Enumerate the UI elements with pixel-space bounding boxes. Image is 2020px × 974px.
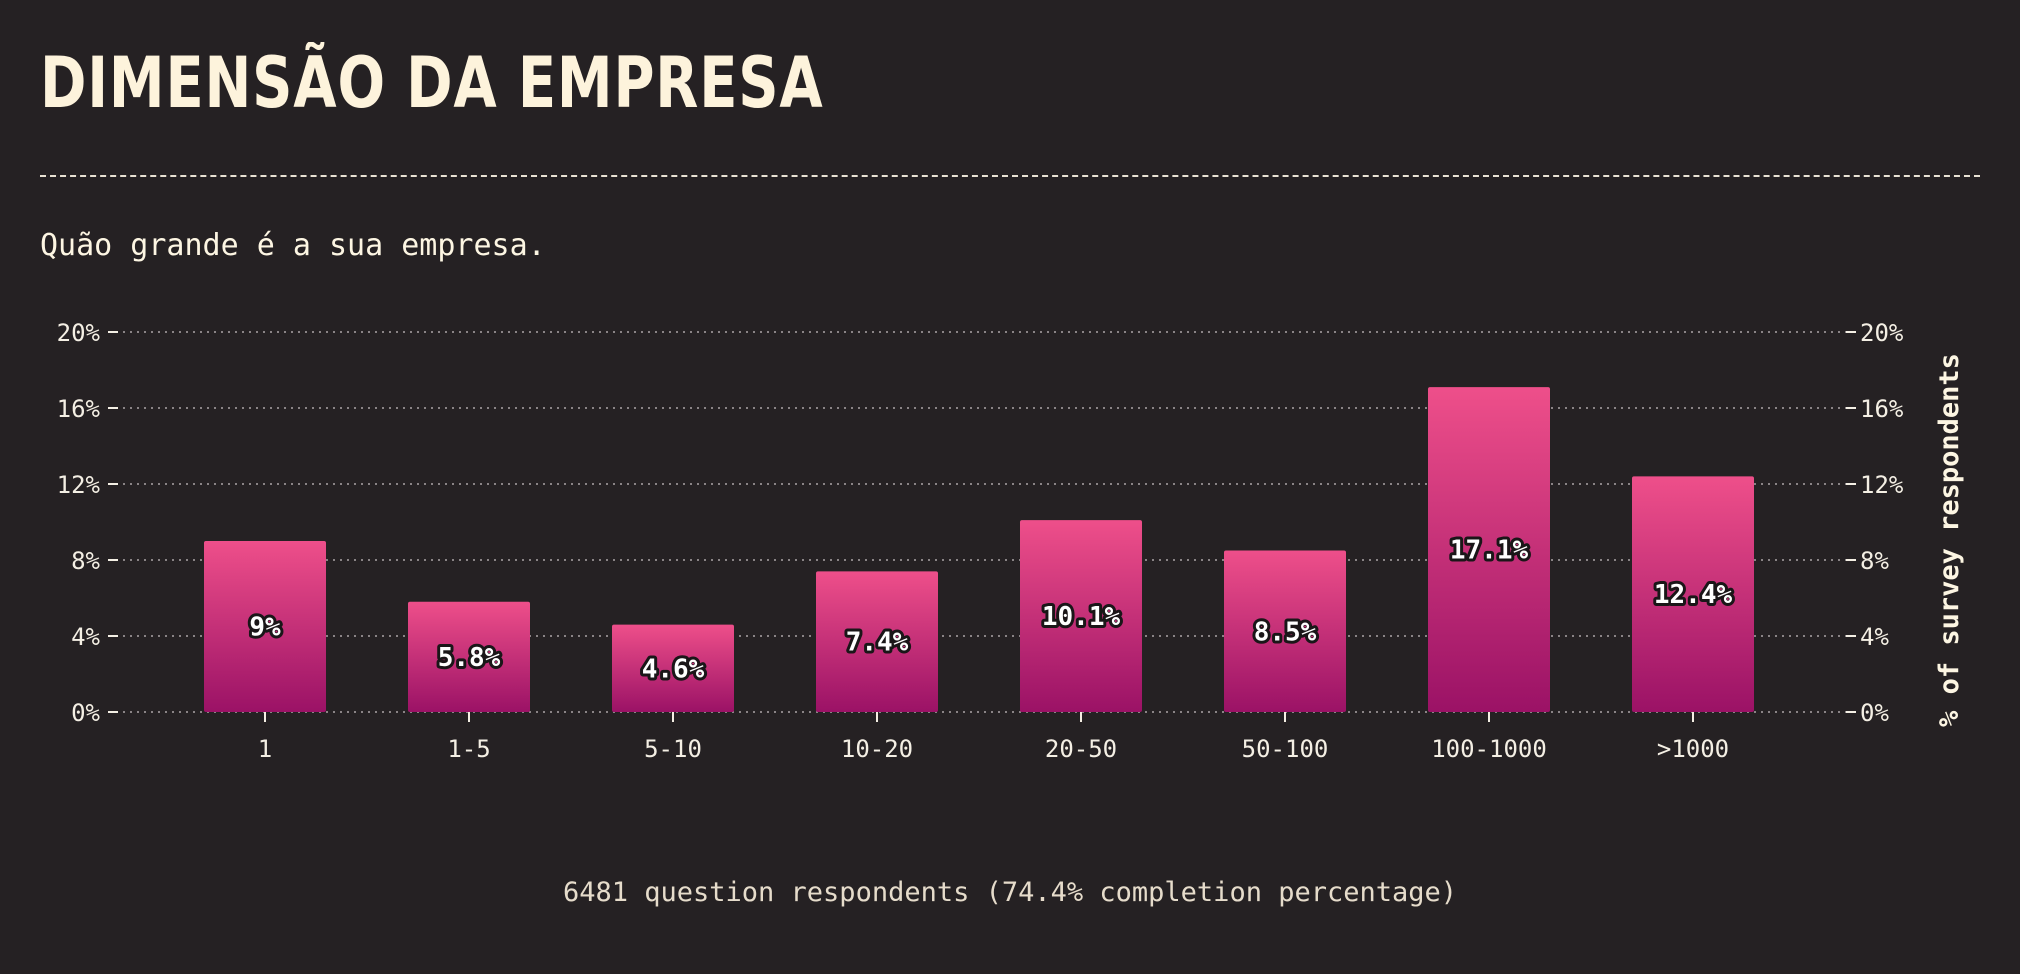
bar-value-label: 17.1% [1450, 536, 1529, 566]
bar-value-label: 9% [249, 613, 281, 643]
chart-subtitle: Quão grande é a sua empresa. [40, 228, 546, 263]
y-tick-label-right: 8% [1860, 547, 1889, 575]
bar-value-label: 12.4% [1654, 580, 1733, 610]
bar-5-10 [612, 624, 734, 712]
x-axis: 1 1-5 5-10 10-20 20-50 50-100 100-1000 >1000 [258, 712, 1729, 763]
bar-1-5 [408, 601, 530, 712]
bar-value-label: 4.6% [642, 654, 705, 684]
y-tick-label-right: 0% [1860, 699, 1889, 727]
bar-10-20 [816, 571, 938, 712]
x-tick-label: 1 [258, 735, 272, 763]
y-tick-label-left: 4% [71, 623, 100, 651]
chart-title: DIMENSÃO DA EMPRESA [40, 42, 824, 124]
y-tick-label-left: 16% [57, 395, 101, 423]
y-tick-label-right: 4% [1860, 623, 1889, 651]
y-tick-label-left: 20% [57, 319, 101, 347]
x-tick-label: 20-50 [1045, 735, 1117, 763]
x-tick-label: 100-1000 [1431, 735, 1547, 763]
bar-20-50 [1020, 520, 1142, 712]
x-tick-label: >1000 [1657, 735, 1729, 763]
bar-value-label: 5.8% [438, 643, 501, 673]
bar-value-label: 10.1% [1042, 602, 1121, 632]
bar-value-label: 8.5% [1254, 617, 1317, 647]
y-tick-label-right: 20% [1860, 319, 1904, 347]
y-tick-label-right: 12% [1860, 471, 1904, 499]
gridlines [116, 331, 1848, 713]
y-tick-label-left: 8% [71, 547, 100, 575]
y-axis-label: % of survey respondents [1934, 353, 1965, 727]
x-tick-label: 1-5 [447, 735, 490, 763]
x-tick-label: 5-10 [644, 735, 702, 763]
bar->1000 [1632, 476, 1754, 712]
bar-50-100 [1224, 550, 1346, 712]
y-tick-label-left: 0% [71, 699, 100, 727]
y-tick-label-left: 12% [57, 471, 101, 499]
bar-100-1000 [1428, 387, 1550, 712]
title-divider [40, 175, 1980, 177]
data-labels: 9% 5.8% 4.6% 7.4% 10.1% 8.5% 17.1% 12.4% [246, 533, 1735, 688]
y-axis-left: 0% 4% 8% 12% 16% 20% [57, 319, 118, 727]
respondents-footnote: 6481 question respondents (74.4% complet… [562, 877, 1458, 908]
x-tick-label: 50-100 [1242, 735, 1329, 763]
bar-value-label: 7.4% [846, 628, 909, 658]
x-tick-label: 10-20 [841, 735, 913, 763]
y-axis-right: 0% 4% 8% 12% 16% 20% [1846, 319, 1904, 727]
y-tick-label-right: 16% [1860, 395, 1904, 423]
bar-1 [204, 541, 326, 712]
bars [204, 387, 1754, 712]
